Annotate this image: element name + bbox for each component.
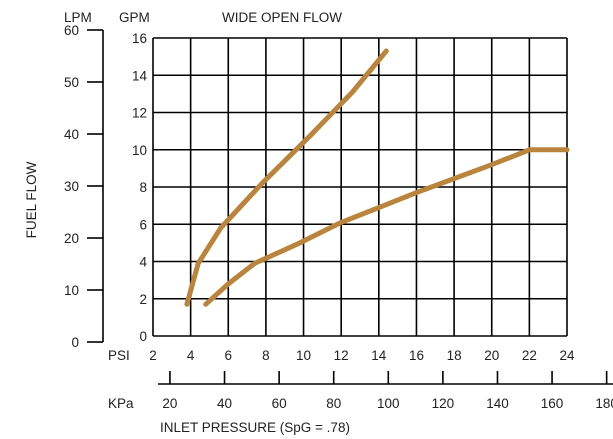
flow-curve-2 [203, 147, 570, 307]
lpm-axis [87, 29, 104, 343]
psi-tick-label: 8 [262, 348, 270, 363]
chart-title: WIDE OPEN FLOW [222, 10, 342, 25]
kpa-tick-label: 180 [595, 396, 613, 411]
gpm-tick-label: 2 [139, 292, 147, 307]
lpm-unit-label: LPM [64, 10, 92, 25]
gpm-tick-label: 10 [132, 143, 147, 158]
x-axis-title: INLET PRESSURE (SpG = .78) [160, 420, 350, 435]
psi-tick-label: 20 [484, 348, 499, 363]
psi-unit-label: PSI [108, 348, 130, 363]
kpa-axis [157, 371, 613, 385]
gpm-tick-label: 4 [139, 255, 147, 270]
psi-tick-label: 4 [187, 348, 195, 363]
y-axis-title: FUEL FLOW [24, 161, 39, 238]
kpa-unit-label: KPa [108, 396, 134, 411]
plot-grid [152, 37, 568, 337]
lpm-tick-label: 30 [64, 179, 79, 194]
psi-tick-label: 12 [334, 348, 349, 363]
gpm-tick-label: 8 [139, 180, 147, 195]
gpm-unit-label: GPM [119, 10, 150, 25]
lpm-tick-label: 60 [64, 23, 79, 38]
psi-tick-label: 18 [447, 348, 462, 363]
lpm-tick-label: 0 [71, 335, 79, 350]
psi-tick-label: 6 [225, 348, 233, 363]
gpm-tick-label: 14 [132, 68, 148, 83]
kpa-tick-label: 160 [541, 396, 564, 411]
kpa-tick-label: 40 [217, 396, 232, 411]
flow-curve-1 [184, 48, 389, 307]
psi-tick-label: 10 [296, 348, 311, 363]
kpa-tick-label: 20 [162, 396, 177, 411]
psi-tick-label: 2 [149, 348, 157, 363]
gpm-tick-label: 16 [132, 31, 147, 46]
psi-tick-label: 16 [409, 348, 424, 363]
kpa-tick-label: 120 [432, 396, 455, 411]
gpm-tick-label: 6 [139, 217, 147, 232]
kpa-tick-label: 140 [486, 396, 509, 411]
flow-curves [184, 48, 570, 307]
kpa-tick-label: 100 [377, 396, 400, 411]
kpa-tick-label: 80 [326, 396, 341, 411]
tick-labels: 2 4 6 8 10 12 14 16 18 20 22 2402468101214160102030… [64, 23, 613, 411]
psi-tick-label: 24 [559, 348, 575, 363]
lpm-tick-label: 40 [64, 127, 79, 142]
lpm-tick-label: 20 [64, 231, 79, 246]
gpm-tick-label: 12 [132, 106, 147, 121]
kpa-tick-label: 60 [272, 396, 287, 411]
psi-tick-label: 14 [371, 348, 387, 363]
lpm-tick-label: 50 [64, 75, 79, 90]
gpm-tick-label: 0 [139, 329, 147, 344]
psi-tick-label: 22 [522, 348, 537, 363]
lpm-tick-label: 10 [64, 283, 79, 298]
